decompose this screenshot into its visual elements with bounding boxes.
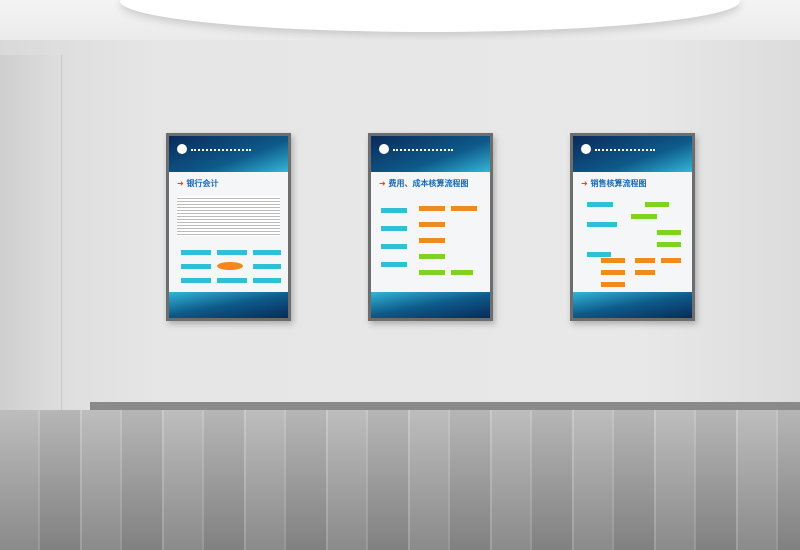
school-name-logo [191, 145, 251, 151]
poster-title: 银行会计 [169, 172, 288, 189]
school-name-logo [595, 145, 655, 151]
school-logo [379, 144, 389, 154]
poster-header [371, 136, 490, 172]
wall-column [0, 55, 62, 420]
poster-bank-accounting: 银行会计 [166, 133, 291, 321]
poster-footer [169, 292, 288, 318]
poster-header [169, 136, 288, 172]
poster-cost-flow: 费用、成本核算流程图 [368, 133, 493, 321]
poster-sales-flow: 销售核算流程图 [570, 133, 695, 321]
poster-title: 销售核算流程图 [573, 172, 692, 189]
ceiling-light [120, 0, 740, 32]
baseboard [90, 402, 800, 410]
school-name-logo [393, 145, 453, 151]
poster-title: 费用、成本核算流程图 [371, 172, 490, 189]
poster-header [573, 136, 692, 172]
poster-content [581, 196, 684, 288]
poster-footer [573, 292, 692, 318]
poster-content [379, 196, 482, 288]
poster-footer [371, 292, 490, 318]
wood-floor [0, 410, 800, 550]
poster-content [177, 196, 281, 288]
school-logo [581, 144, 591, 154]
school-logo [177, 144, 187, 154]
